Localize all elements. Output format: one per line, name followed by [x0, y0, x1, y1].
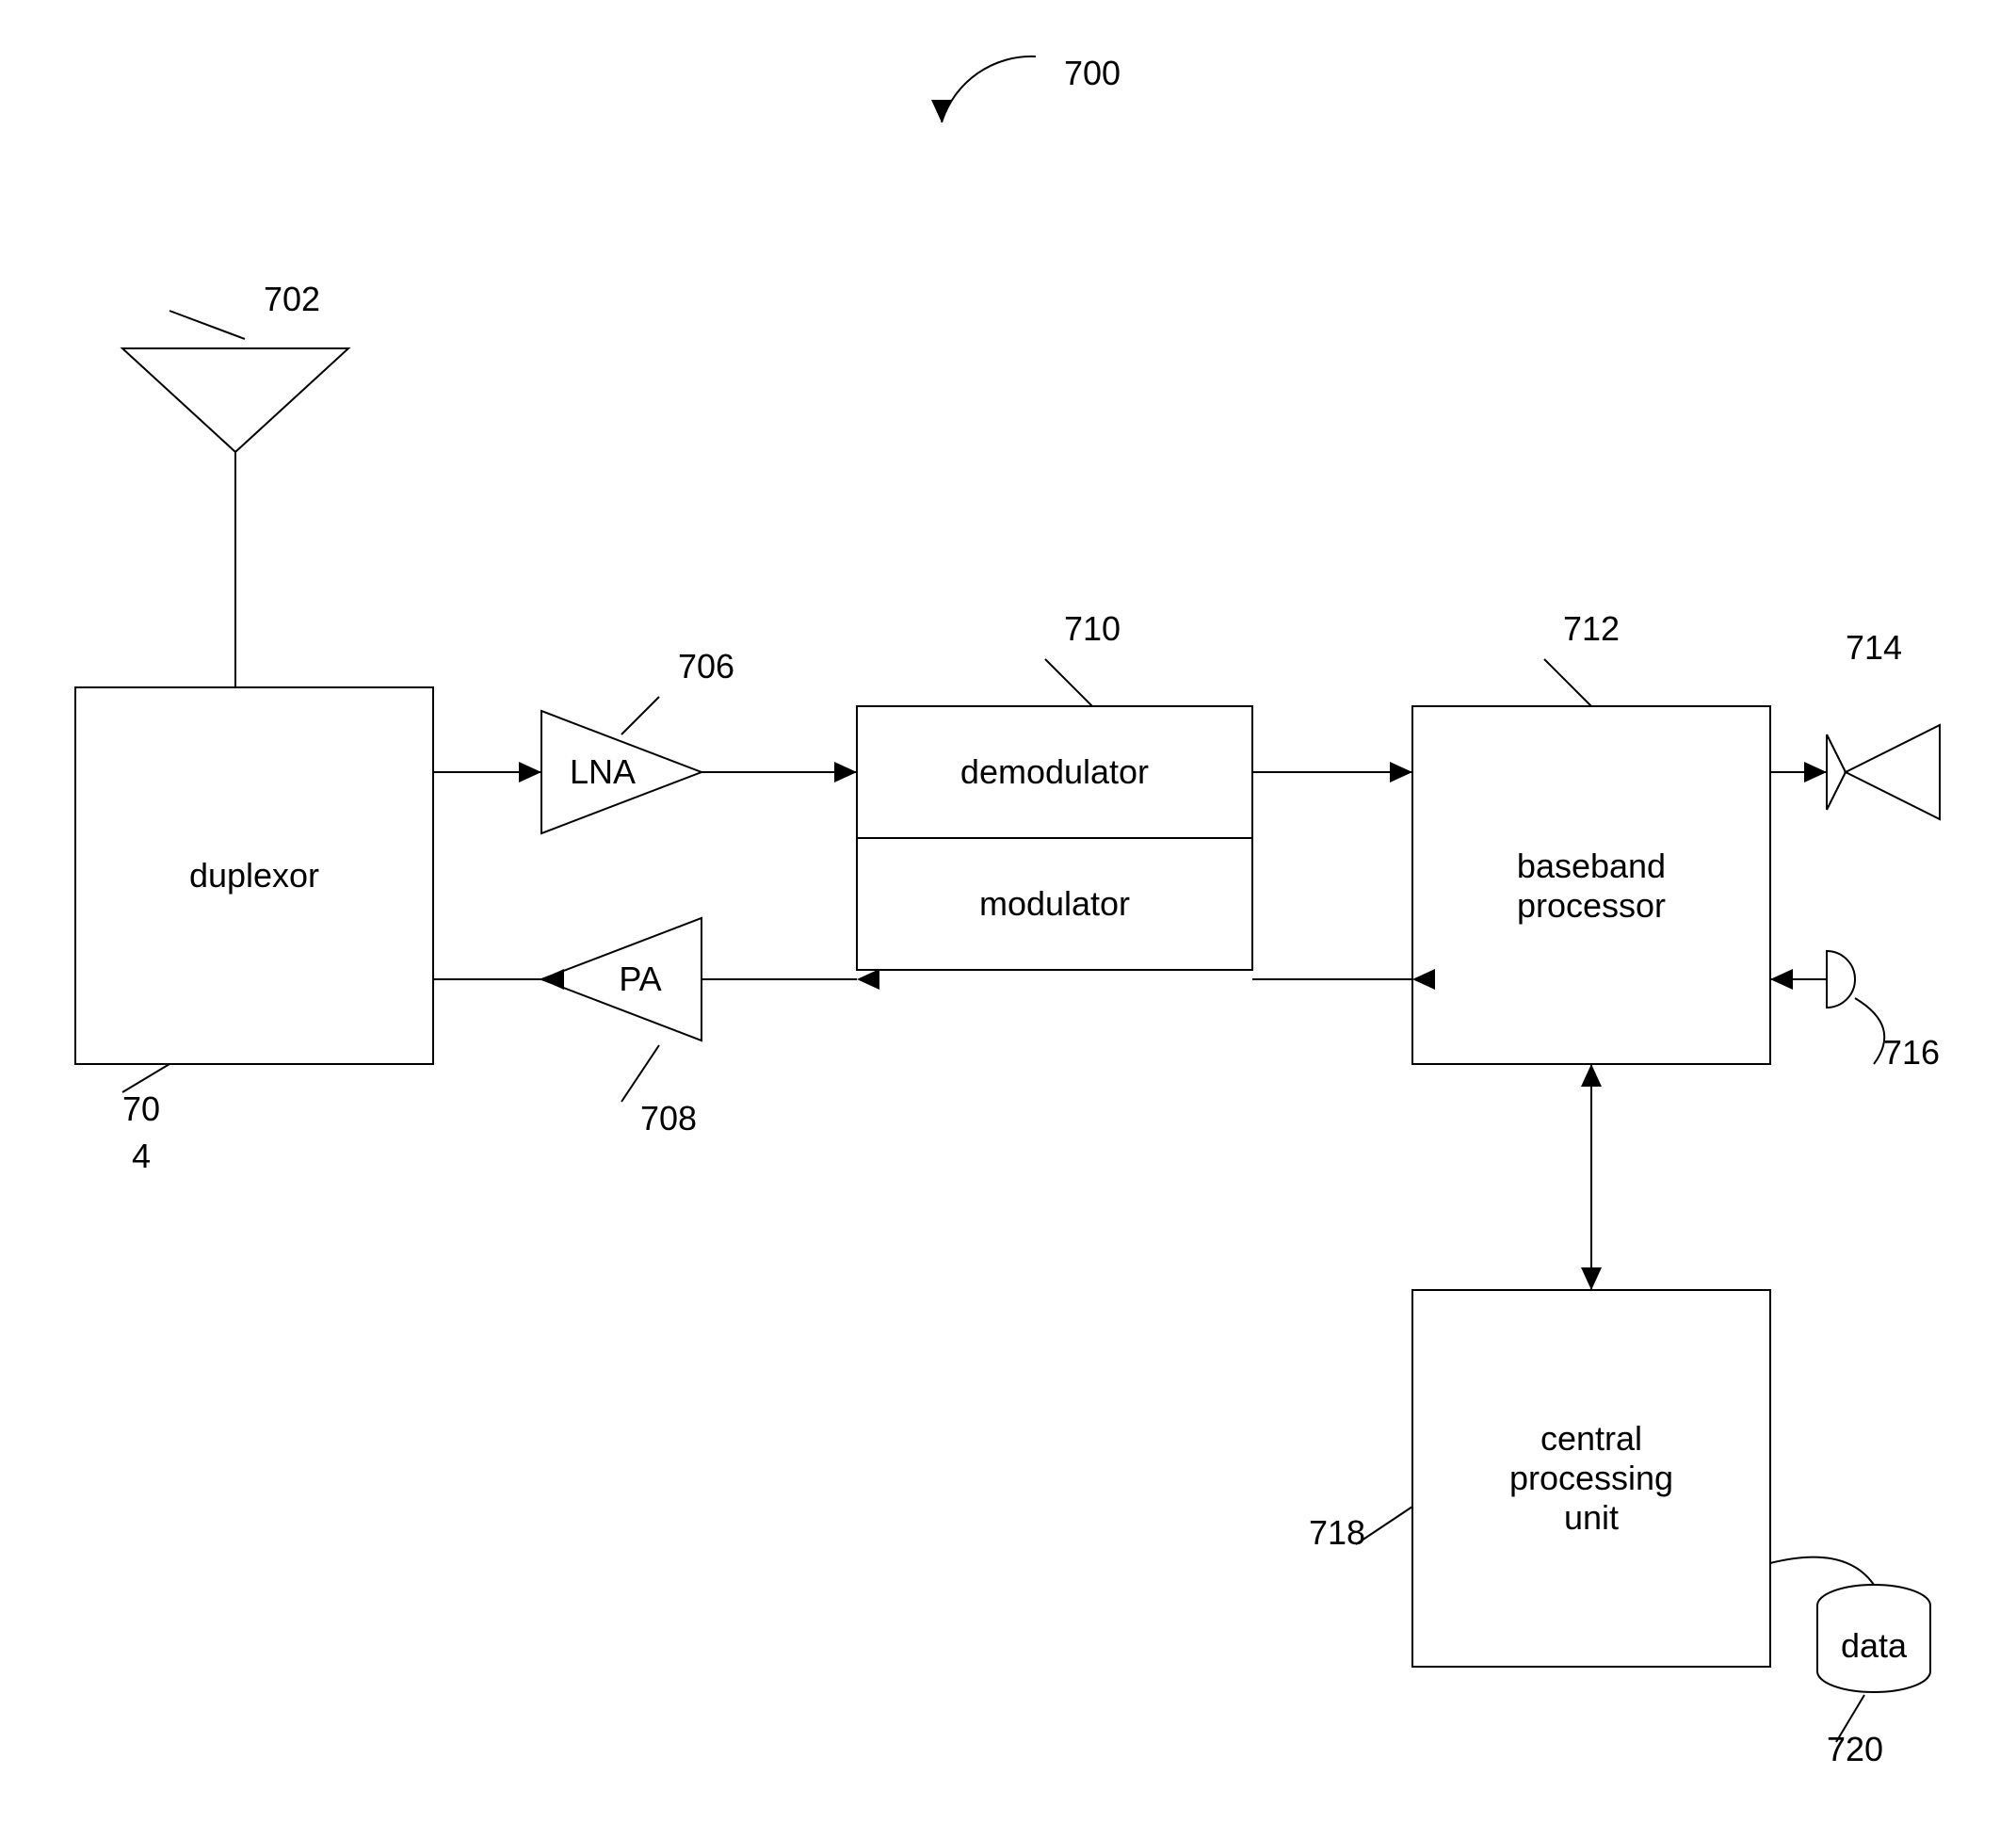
- svg-text:714: 714: [1846, 628, 1902, 667]
- svg-text:710: 710: [1064, 609, 1121, 648]
- svg-text:duplexor: duplexor: [189, 856, 319, 895]
- svg-text:702: 702: [264, 280, 320, 318]
- svg-text:demodulator: demodulator: [960, 752, 1149, 791]
- svg-text:modulator: modulator: [979, 884, 1130, 923]
- svg-text:706: 706: [678, 647, 734, 686]
- svg-text:718: 718: [1309, 1513, 1365, 1552]
- svg-text:baseband: baseband: [1517, 847, 1666, 885]
- svg-text:712: 712: [1563, 609, 1620, 648]
- svg-text:PA: PA: [619, 960, 661, 998]
- svg-text:4: 4: [132, 1137, 151, 1175]
- svg-text:708: 708: [640, 1099, 697, 1137]
- svg-text:70: 70: [122, 1089, 160, 1128]
- svg-text:data: data: [1841, 1626, 1908, 1665]
- svg-text:720: 720: [1827, 1730, 1883, 1768]
- svg-text:unit: unit: [1564, 1498, 1619, 1537]
- svg-text:716: 716: [1883, 1033, 1940, 1072]
- svg-text:LNA: LNA: [570, 752, 636, 791]
- svg-text:processor: processor: [1517, 886, 1666, 925]
- svg-text:processing: processing: [1509, 1459, 1673, 1497]
- baseband-box: [1412, 706, 1770, 1064]
- svg-text:central: central: [1540, 1419, 1642, 1458]
- svg-text:700: 700: [1064, 54, 1121, 92]
